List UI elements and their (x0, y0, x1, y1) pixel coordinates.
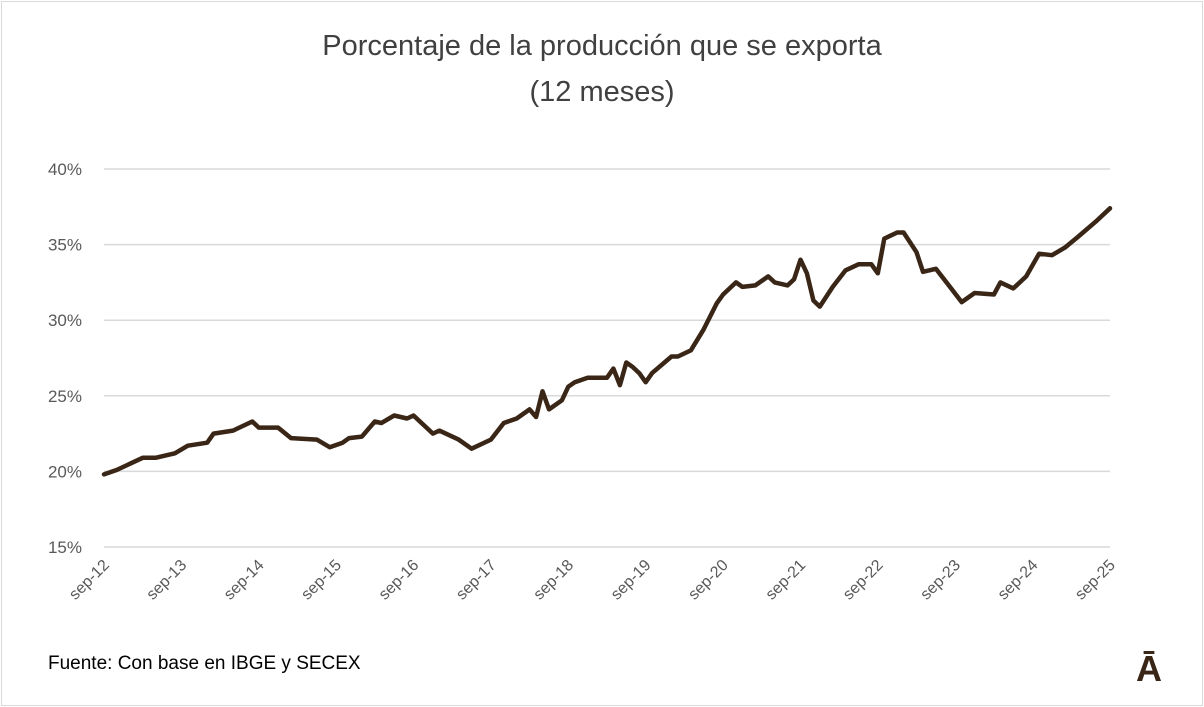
series-line (101, 206, 1113, 477)
chart-subtitle: (12 meses) (529, 76, 675, 108)
y-tick-label: 25% (48, 387, 82, 406)
x-tick-label: sep-23 (917, 557, 964, 604)
x-tick-label: sep-12 (66, 557, 113, 604)
y-tick-label: 30% (48, 311, 82, 330)
x-tick-label: sep-21 (763, 557, 810, 604)
y-tick-label: 40% (48, 160, 82, 179)
source-note: Fuente: Con base en IBGE y SECEX (48, 653, 361, 674)
brand-logo: Ā (1136, 648, 1162, 689)
x-tick-label: sep-19 (608, 557, 655, 604)
x-tick-label: sep-15 (298, 557, 345, 604)
chart-title: Porcentaje de la producción que se expor… (322, 30, 882, 62)
y-tick-label: 20% (48, 462, 82, 481)
x-tick-label: sep-22 (840, 557, 887, 604)
x-tick-label: sep-25 (1072, 557, 1119, 604)
x-tick-label: sep-17 (453, 557, 500, 604)
x-tick-label: sep-24 (995, 557, 1042, 604)
x-tick-label: sep-13 (144, 557, 191, 604)
x-tick-label: sep-20 (685, 557, 732, 604)
x-tick-label: sep-16 (376, 557, 423, 604)
x-tick-label: sep-14 (221, 557, 268, 604)
x-tick-label: sep-18 (531, 557, 578, 604)
y-tick-label: 35% (48, 236, 82, 255)
y-tick-label: 15% (48, 538, 82, 557)
